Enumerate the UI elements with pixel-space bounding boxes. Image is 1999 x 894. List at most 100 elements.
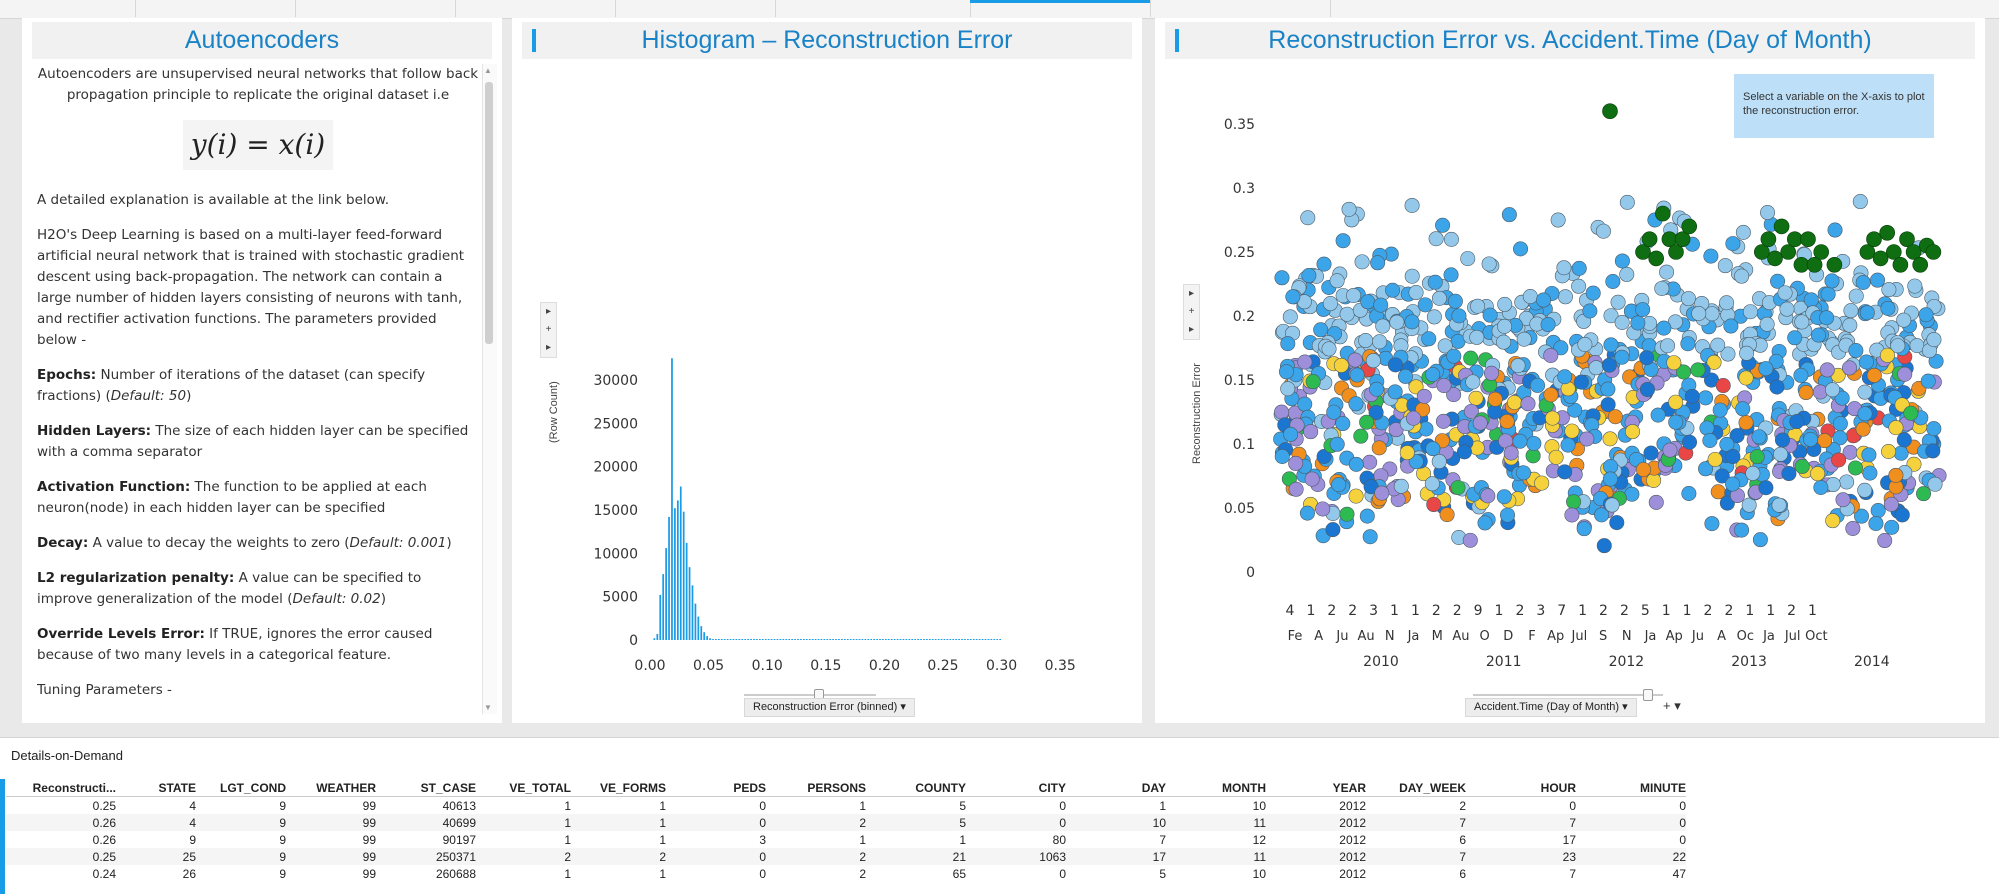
highlighted-point[interactable] bbox=[1654, 205, 1671, 222]
histogram-bar[interactable] bbox=[829, 639, 832, 640]
scatter-point[interactable] bbox=[1510, 358, 1526, 374]
scroll-down-icon[interactable]: ▼ bbox=[484, 703, 492, 712]
highlighted-point[interactable] bbox=[1826, 257, 1843, 273]
scatter-point[interactable] bbox=[1609, 515, 1625, 531]
scatter-point[interactable] bbox=[1507, 395, 1523, 411]
scatter-point[interactable] bbox=[1893, 445, 1909, 461]
scatter-point[interactable] bbox=[1481, 256, 1497, 272]
scatter-point[interactable] bbox=[1739, 345, 1755, 361]
expand-icon[interactable]: ▸ bbox=[1188, 324, 1195, 335]
scatter-point[interactable] bbox=[1353, 428, 1369, 444]
scatter-point[interactable] bbox=[1313, 322, 1329, 338]
scatter-point[interactable] bbox=[1682, 434, 1698, 450]
histogram-bar[interactable] bbox=[767, 639, 770, 640]
scatter-point[interactable] bbox=[1487, 391, 1503, 407]
scatter-point[interactable] bbox=[1321, 341, 1337, 357]
scatter-point[interactable] bbox=[1745, 465, 1761, 481]
scatter-point[interactable] bbox=[1896, 432, 1912, 448]
scatter-point[interactable] bbox=[1888, 467, 1904, 483]
scatter-point[interactable] bbox=[1573, 374, 1589, 390]
scatter-point[interactable] bbox=[1859, 305, 1875, 321]
scatter-point[interactable] bbox=[1501, 207, 1517, 223]
histogram-bar[interactable] bbox=[967, 639, 969, 640]
tab-4[interactable] bbox=[455, 0, 616, 17]
scatter-point[interactable] bbox=[1794, 458, 1810, 474]
scatter-point[interactable] bbox=[1630, 315, 1646, 331]
scatter-point[interactable] bbox=[1450, 480, 1466, 496]
scatter-point[interactable] bbox=[1704, 516, 1720, 532]
scatter-point[interactable] bbox=[1443, 231, 1459, 247]
scroll-up-icon[interactable]: ▲ bbox=[484, 66, 492, 75]
histogram-bar[interactable] bbox=[759, 639, 761, 640]
scatter-point[interactable] bbox=[1522, 289, 1538, 305]
scatter-point[interactable] bbox=[1741, 497, 1757, 513]
scatter-point[interactable] bbox=[1842, 317, 1858, 333]
histogram-bar[interactable] bbox=[993, 639, 996, 640]
scatter-point[interactable] bbox=[1825, 513, 1841, 529]
histogram-bar[interactable] bbox=[773, 639, 776, 640]
scatter-point[interactable] bbox=[1712, 402, 1728, 418]
scatter-point[interactable] bbox=[1496, 489, 1512, 505]
scatter-point[interactable] bbox=[1288, 481, 1304, 497]
scatter-point[interactable] bbox=[1585, 285, 1601, 301]
scatter-point[interactable] bbox=[1497, 318, 1513, 334]
scatter-point[interactable] bbox=[1719, 295, 1735, 311]
histogram-bar[interactable] bbox=[691, 585, 694, 640]
highlighted-point[interactable] bbox=[1602, 103, 1618, 119]
scatter-point[interactable] bbox=[1550, 212, 1566, 228]
highlighted-point[interactable] bbox=[1800, 231, 1816, 247]
scatter-point[interactable] bbox=[1690, 362, 1706, 378]
histogram-bar[interactable] bbox=[841, 639, 843, 640]
histogram-bar[interactable] bbox=[800, 639, 802, 640]
scatter-point[interactable] bbox=[1880, 300, 1896, 316]
histogram-bar[interactable] bbox=[926, 639, 928, 640]
scatter-point[interactable] bbox=[1854, 508, 1870, 524]
scatter-point[interactable] bbox=[1280, 336, 1296, 352]
histogram-bar[interactable] bbox=[999, 639, 1001, 640]
scatter-point[interactable] bbox=[1810, 327, 1826, 343]
scatter-point[interactable] bbox=[1868, 515, 1884, 531]
scatter-point[interactable] bbox=[1399, 445, 1415, 461]
highlighted-point[interactable] bbox=[1866, 231, 1882, 247]
scatter-point[interactable] bbox=[1333, 357, 1349, 373]
scatter-point[interactable] bbox=[1680, 336, 1696, 352]
scatter-point[interactable] bbox=[1896, 312, 1912, 328]
scatter-point[interactable] bbox=[1553, 340, 1569, 356]
tab-7[interactable] bbox=[970, 0, 1151, 17]
scatter-point[interactable] bbox=[1480, 488, 1496, 504]
histogram-bar[interactable] bbox=[662, 574, 665, 640]
scatter-point[interactable] bbox=[1602, 431, 1618, 447]
scatter-point[interactable] bbox=[1349, 367, 1365, 383]
scatter-point[interactable] bbox=[1526, 435, 1542, 451]
scatter-point[interactable] bbox=[1603, 337, 1619, 353]
scatter-point[interactable] bbox=[1601, 357, 1617, 373]
scatter-point[interactable] bbox=[1699, 420, 1715, 436]
scatter-point[interactable] bbox=[1368, 405, 1384, 421]
scatter-point[interactable] bbox=[1385, 282, 1401, 298]
histogram-bar[interactable] bbox=[893, 639, 896, 640]
histogram-bar[interactable] bbox=[659, 594, 662, 640]
histogram-bar[interactable] bbox=[820, 639, 823, 640]
scatter-point[interactable] bbox=[1571, 260, 1587, 276]
histogram-bar[interactable] bbox=[902, 639, 905, 640]
text-scrollbar[interactable]: ▲ ▼ bbox=[482, 64, 497, 714]
scatter-point[interactable] bbox=[1774, 432, 1790, 448]
scatter-point[interactable] bbox=[1315, 501, 1331, 517]
scatter-point[interactable] bbox=[1435, 217, 1451, 233]
histogram-bar[interactable] bbox=[665, 548, 667, 640]
scatter-point[interactable] bbox=[1676, 364, 1692, 380]
scatter-point[interactable] bbox=[1500, 507, 1516, 523]
scatter-point[interactable] bbox=[1496, 334, 1512, 350]
histogram-bar[interactable] bbox=[879, 639, 881, 640]
column-header[interactable]: PEDS bbox=[666, 779, 766, 797]
scatter-point[interactable] bbox=[1635, 462, 1651, 478]
scatter-point[interactable] bbox=[1596, 538, 1612, 554]
scatter-point[interactable] bbox=[1831, 452, 1847, 468]
histogram-bar[interactable] bbox=[782, 639, 785, 640]
scatter-point[interactable] bbox=[1303, 424, 1319, 440]
scatter-point[interactable] bbox=[1706, 354, 1722, 370]
highlighted-point[interactable] bbox=[1899, 231, 1915, 247]
histogram-bar[interactable] bbox=[797, 639, 799, 640]
highlighted-point[interactable] bbox=[1892, 257, 1909, 273]
scatter-point[interactable] bbox=[1787, 330, 1803, 346]
